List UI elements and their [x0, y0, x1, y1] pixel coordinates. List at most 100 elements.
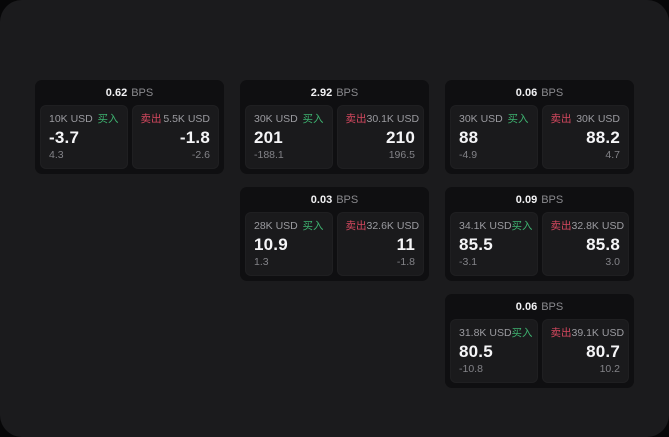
quote-panels: 30K USD 买入 88 -4.9 卖出 30K USD 88.2 4.7	[445, 105, 634, 174]
bps-unit-label: BPS	[541, 86, 564, 99]
sell-amount: 32.8K USD	[571, 220, 625, 232]
quote-panels: 30K USD 买入 201 -188.1 卖出 30.1K USD 210 1…	[240, 105, 429, 174]
buy-price: -3.7	[49, 128, 80, 147]
buy-panel[interactable]: 34.1K USD 买入 85.5 -3.1	[450, 212, 538, 276]
buy-price: 88	[459, 128, 479, 147]
buy-panel-top: 10K USD 买入	[49, 113, 119, 126]
sell-panel[interactable]: 卖出 5.5K USD -1.8 -2.6	[131, 105, 219, 169]
buy-panel-top: 31.8K USD 买入	[459, 327, 533, 340]
sell-change: 196.5	[388, 149, 415, 161]
buy-side-label: 买入	[302, 220, 324, 232]
buy-price: 85.5	[459, 235, 493, 254]
bps-unit-label: BPS	[541, 193, 564, 206]
buy-panel-top: 30K USD 买入	[459, 113, 529, 126]
quote-card: 0.03 BPS 28K USD 买入 10.9 1.3 卖出 32.6K US…	[240, 187, 429, 281]
card-header: 0.62 BPS	[35, 80, 224, 105]
buy-amount: 28K USD	[254, 220, 298, 232]
buy-panel[interactable]: 28K USD 买入 10.9 1.3	[245, 212, 333, 276]
sell-change: 4.7	[605, 149, 620, 161]
quote-card: 0.09 BPS 34.1K USD 买入 85.5 -3.1 卖出 32.8K…	[445, 187, 634, 281]
buy-change: -3.1	[459, 256, 478, 268]
buy-change: -188.1	[254, 149, 284, 161]
buy-price: 10.9	[254, 235, 288, 254]
sell-price: 80.7	[586, 342, 620, 361]
sell-panel[interactable]: 卖出 30K USD 88.2 4.7	[541, 105, 629, 169]
buy-panel-top: 30K USD 买入	[254, 113, 324, 126]
sell-price: 11	[396, 235, 415, 254]
quote-card: 0.06 BPS 30K USD 买入 88 -4.9 卖出 30K USD 8…	[445, 80, 634, 174]
buy-amount: 10K USD	[49, 113, 93, 125]
quote-panels: 31.8K USD 买入 80.5 -10.8 卖出 39.1K USD 80.…	[445, 319, 634, 388]
sell-price: 88.2	[586, 128, 620, 147]
buy-panel[interactable]: 30K USD 买入 88 -4.9	[450, 105, 538, 169]
sell-panel[interactable]: 卖出 32.6K USD 11 -1.8	[336, 212, 424, 276]
buy-panel-top: 28K USD 买入	[254, 220, 324, 233]
buy-amount: 30K USD	[254, 113, 298, 125]
card-header: 0.06 BPS	[445, 80, 634, 105]
quote-card: 2.92 BPS 30K USD 买入 201 -188.1 卖出 30.1K …	[240, 80, 429, 174]
card-header: 2.92 BPS	[240, 80, 429, 105]
buy-change: 4.3	[49, 149, 64, 161]
sell-panel-top: 卖出 5.5K USD	[141, 113, 211, 126]
buy-amount: 30K USD	[459, 113, 503, 125]
sell-change: 3.0	[605, 256, 620, 268]
sell-price: 210	[386, 128, 415, 147]
sell-price: 85.8	[586, 235, 620, 254]
sell-change: -1.8	[396, 256, 415, 268]
card-header: 0.09 BPS	[445, 187, 634, 212]
quote-panels: 10K USD 买入 -3.7 4.3 卖出 5.5K USD -1.8 -2.…	[35, 105, 224, 174]
sell-change: -2.6	[191, 149, 210, 161]
sell-side-label: 卖出	[140, 113, 162, 125]
sell-panel-top: 卖出 30K USD	[551, 113, 621, 126]
sell-panel-top: 卖出 30.1K USD	[345, 113, 420, 126]
buy-panel[interactable]: 30K USD 买入 201 -188.1	[245, 105, 333, 169]
buy-side-label: 买入	[511, 327, 533, 339]
sell-panel[interactable]: 卖出 32.8K USD 85.8 3.0	[541, 212, 629, 276]
sell-panel[interactable]: 卖出 30.1K USD 210 196.5	[336, 105, 424, 169]
sell-amount: 30K USD	[576, 113, 620, 125]
sell-side-label: 卖出	[550, 220, 572, 232]
sell-side-label: 卖出	[345, 220, 367, 232]
bps-value: 0.09	[515, 193, 538, 206]
sell-change: 10.2	[599, 363, 620, 375]
sell-panel[interactable]: 卖出 39.1K USD 80.7 10.2	[541, 319, 629, 383]
buy-side-label: 买入	[511, 220, 533, 232]
sell-amount: 30.1K USD	[366, 113, 420, 125]
bps-value: 0.03	[310, 193, 333, 206]
buy-panel[interactable]: 10K USD 买入 -3.7 4.3	[40, 105, 128, 169]
buy-change: 1.3	[254, 256, 269, 268]
buy-panel[interactable]: 31.8K USD 买入 80.5 -10.8	[450, 319, 538, 383]
sell-side-label: 卖出	[550, 113, 572, 125]
buy-change: -10.8	[459, 363, 483, 375]
sell-amount: 32.6K USD	[366, 220, 420, 232]
sell-amount: 5.5K USD	[163, 113, 210, 125]
quote-panels: 34.1K USD 买入 85.5 -3.1 卖出 32.8K USD 85.8…	[445, 212, 634, 281]
quote-card: 0.06 BPS 31.8K USD 买入 80.5 -10.8 卖出 39.1…	[445, 294, 634, 388]
bps-unit-label: BPS	[336, 86, 359, 99]
sell-amount: 39.1K USD	[571, 327, 625, 339]
sell-panel-top: 卖出 32.6K USD	[345, 220, 420, 233]
buy-amount: 31.8K USD	[459, 327, 512, 339]
bps-unit-label: BPS	[541, 300, 564, 313]
cards-grid: 0.62 BPS 10K USD 买入 -3.7 4.3 卖出 5.5K USD…	[35, 80, 634, 388]
buy-side-label: 买入	[507, 113, 529, 125]
bps-unit-label: BPS	[336, 193, 359, 206]
quote-card: 0.62 BPS 10K USD 买入 -3.7 4.3 卖出 5.5K USD…	[35, 80, 224, 174]
bps-value: 0.06	[515, 300, 538, 313]
sell-panel-top: 卖出 39.1K USD	[551, 327, 625, 340]
bps-value: 2.92	[310, 86, 333, 99]
sell-side-label: 卖出	[345, 113, 367, 125]
sell-price: -1.8	[179, 128, 210, 147]
buy-amount: 34.1K USD	[459, 220, 512, 232]
bps-unit-label: BPS	[131, 86, 154, 99]
bps-value: 0.62	[105, 86, 128, 99]
buy-price: 201	[254, 128, 283, 147]
card-header: 0.06 BPS	[445, 294, 634, 319]
buy-side-label: 买入	[97, 113, 119, 125]
buy-change: -4.9	[459, 149, 478, 161]
quote-panels: 28K USD 买入 10.9 1.3 卖出 32.6K USD 11 -1.8	[240, 212, 429, 281]
card-header: 0.03 BPS	[240, 187, 429, 212]
bps-value: 0.06	[515, 86, 538, 99]
buy-price: 80.5	[459, 342, 493, 361]
